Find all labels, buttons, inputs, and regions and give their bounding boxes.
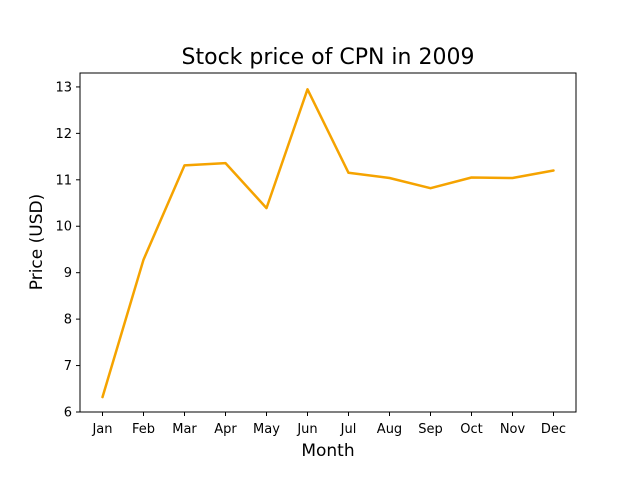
y-tick-label: 11	[55, 173, 72, 188]
x-tick-label: May	[253, 422, 280, 437]
x-tick-label: Oct	[460, 422, 482, 437]
x-tick-label: Jan	[91, 422, 112, 437]
y-tick-label: 6	[64, 406, 72, 421]
y-tick-label: 13	[55, 80, 72, 95]
x-tick-label: Feb	[132, 422, 155, 437]
x-axis-label: Month	[301, 441, 354, 461]
x-tick-label: Nov	[500, 422, 526, 437]
x-tick-label: Dec	[541, 422, 566, 437]
x-tick-label: Mar	[172, 422, 197, 437]
y-axis-label: Price (USD)	[27, 194, 47, 290]
y-tick-label: 9	[64, 266, 72, 281]
y-tick-label: 8	[64, 313, 72, 328]
chart-title: Stock price of CPN in 2009	[182, 45, 475, 70]
x-tick-label: Jun	[296, 422, 317, 437]
y-tick-label: 10	[55, 220, 72, 235]
y-tick-label: 7	[64, 359, 72, 374]
x-tick-label: Sep	[418, 422, 443, 437]
y-tick-label: 12	[55, 127, 72, 142]
x-tick-label: Jul	[340, 422, 357, 437]
x-tick-label: Apr	[214, 422, 237, 437]
x-tick-label: Aug	[377, 422, 402, 437]
